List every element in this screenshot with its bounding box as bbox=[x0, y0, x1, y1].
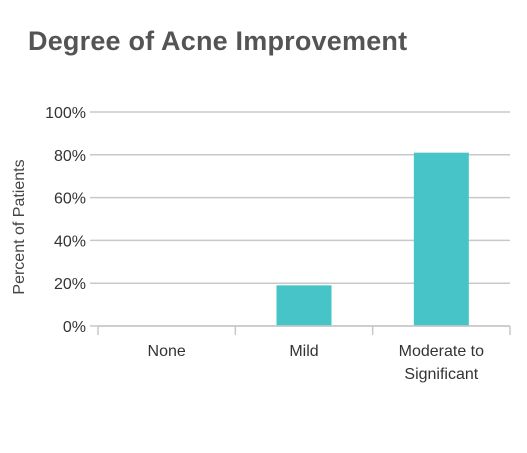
y-tick-label: 100% bbox=[45, 105, 86, 122]
y-tick-label: 20% bbox=[54, 276, 86, 293]
bars bbox=[276, 152, 469, 326]
chart-title: Degree of Acne Improvement bbox=[28, 26, 408, 56]
x-tick-label: Mild bbox=[289, 343, 318, 360]
x-tick-label: Moderate to Significant bbox=[399, 343, 484, 383]
y-axis-title: Percent of Patients bbox=[11, 159, 28, 294]
x-axis bbox=[97, 325, 511, 335]
x-tick-label: None bbox=[148, 343, 186, 360]
y-axis-ticks: 0% 20% 40% 60% 80% 100% bbox=[45, 105, 86, 336]
bar bbox=[413, 152, 469, 326]
y-tick-label: 80% bbox=[54, 148, 86, 165]
y-tick-label: 60% bbox=[54, 191, 86, 208]
y-tick-label: 40% bbox=[54, 233, 86, 250]
y-tick-label: 0% bbox=[63, 319, 86, 336]
x-axis-ticks: None Mild Moderate to Significant bbox=[148, 343, 485, 383]
bar bbox=[276, 285, 332, 326]
